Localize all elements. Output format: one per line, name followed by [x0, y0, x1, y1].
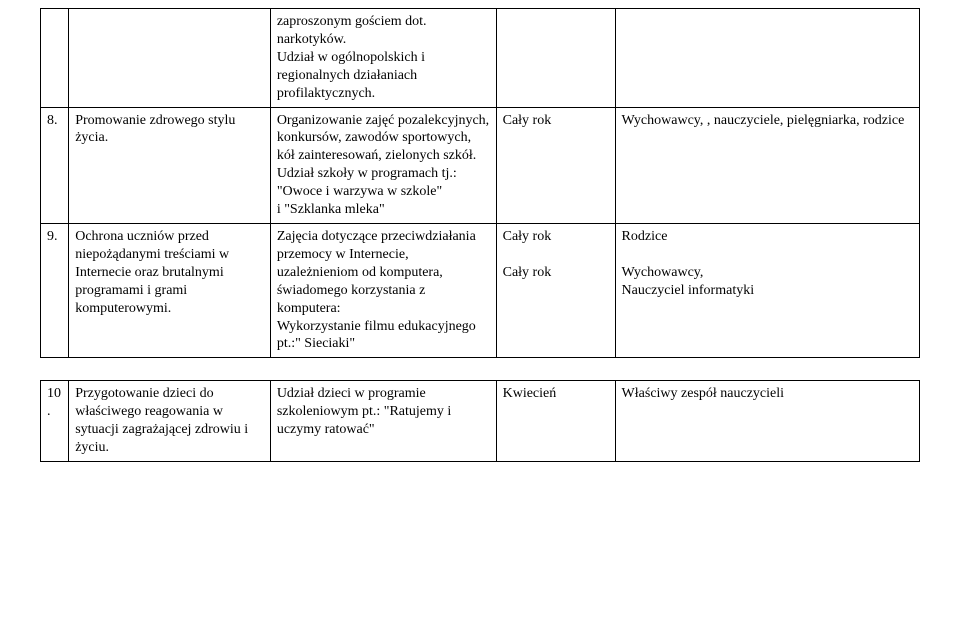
- row-number: [41, 9, 69, 108]
- table-gap: [40, 358, 920, 380]
- row-number: 10.: [41, 381, 69, 462]
- row-time: Cały rokCały rok: [496, 223, 615, 357]
- page-container: zaproszonym gościem dot. narkotyków.Udzi…: [0, 0, 960, 639]
- row-number: 9.: [41, 223, 69, 357]
- table-row: 8. Promowanie zdrowego stylu życia. Orga…: [41, 107, 920, 223]
- upper-table: zaproszonym gościem dot. narkotyków.Udzi…: [40, 8, 920, 358]
- row-responsible: RodziceWychowawcy,Nauczyciel informatyki: [615, 223, 919, 357]
- row-time: Cały rok: [496, 107, 615, 223]
- row-task: Przygotowanie dzieci do właściwego reago…: [69, 381, 271, 462]
- row-time: [496, 9, 615, 108]
- row-responsible: Właściwy zespół nauczycieli: [615, 381, 919, 462]
- row-task: Ochrona uczniów przed niepożądanymi treś…: [69, 223, 271, 357]
- row-activity: Zajęcia dotyczące przeciwdziałania przem…: [270, 223, 496, 357]
- row-activity: zaproszonym gościem dot. narkotyków.Udzi…: [270, 9, 496, 108]
- table-row: zaproszonym gościem dot. narkotyków.Udzi…: [41, 9, 920, 108]
- row-activity: Organizowanie zajęć pozalekcyjnych, konk…: [270, 107, 496, 223]
- row-task: Promowanie zdrowego stylu życia.: [69, 107, 271, 223]
- lower-table: 10. Przygotowanie dzieci do właściwego r…: [40, 380, 920, 462]
- row-task: [69, 9, 271, 108]
- table-row: 10. Przygotowanie dzieci do właściwego r…: [41, 381, 920, 462]
- row-responsible: Wychowawcy, , nauczyciele, pielęgniarka,…: [615, 107, 919, 223]
- row-number: 8.: [41, 107, 69, 223]
- row-time: Kwiecień: [496, 381, 615, 462]
- row-responsible: [615, 9, 919, 108]
- row-activity: Udział dzieci w programie szkoleniowym p…: [270, 381, 496, 462]
- table-row: 9. Ochrona uczniów przed niepożądanymi t…: [41, 223, 920, 357]
